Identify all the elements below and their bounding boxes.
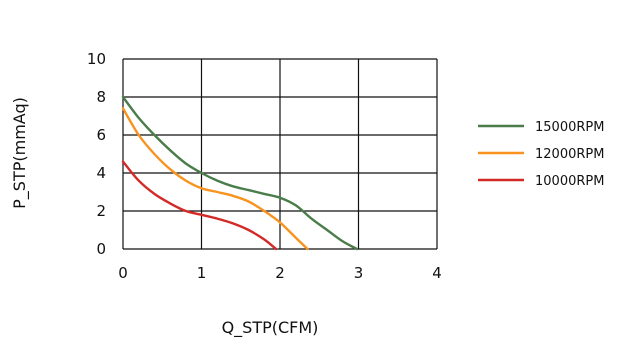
y-tick-label: 4 [96,164,106,182]
series-line-15000RPM [121,95,359,251]
legend-label: 12000RPM [535,147,604,162]
x-tick-label: 4 [432,264,442,282]
y-tick-label: 6 [96,126,106,144]
x-tick-label: 1 [197,264,207,282]
y-tick-label: 0 [96,240,106,258]
grid [122,58,438,250]
x-tick-label: 2 [275,264,285,282]
series-line-12000RPM [121,107,309,251]
series-lines [121,95,359,251]
series-line-10000RPM [121,160,278,251]
legend-label: 15000RPM [535,120,604,135]
x-axis-title: Q_STP(CFM) [222,318,319,338]
y-tick-label: 10 [87,50,106,68]
y-axis-ticks: 0 2 4 6 8 10 [87,50,106,258]
legend-label: 10000RPM [535,174,604,189]
x-tick-label: 0 [118,264,128,282]
x-tick-label: 3 [354,264,364,282]
y-tick-label: 8 [96,88,106,106]
x-axis-ticks: 0 1 2 3 4 [118,264,442,282]
legend: 15000RPM 12000RPM 10000RPM [478,120,604,189]
y-axis-title: P_STP(mmAq) [10,97,30,209]
y-tick-label: 2 [96,202,106,220]
